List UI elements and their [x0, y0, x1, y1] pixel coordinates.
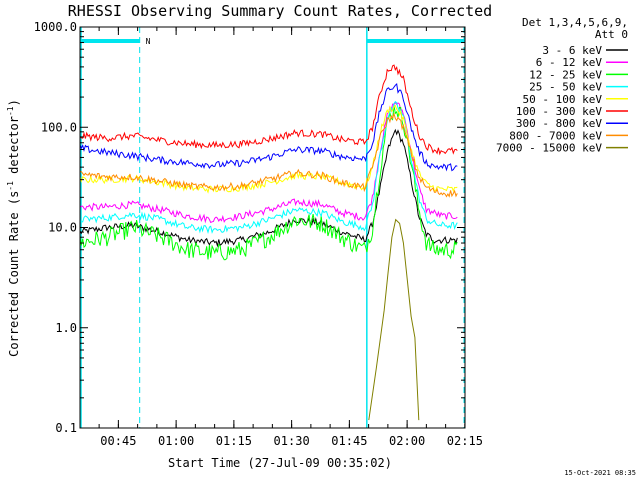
series-group	[79, 112, 458, 198]
series-line	[79, 112, 458, 198]
series-group	[368, 218, 420, 421]
y-tick-label: 1000.0	[34, 20, 77, 34]
legend-label: 6 - 12 keV	[536, 56, 603, 69]
legend-label: 3 - 6 keV	[542, 44, 602, 57]
series-group	[79, 82, 458, 172]
series-line	[79, 82, 458, 172]
y-axis-label-main: Corrected Count Rate (s	[7, 191, 21, 357]
x-axis-label: Start Time (27-Jul-09 00:35:02)	[168, 456, 392, 470]
x-tick-label: 01:45	[331, 434, 367, 448]
y-tick-label: 1.0	[55, 321, 77, 335]
series-group	[79, 100, 458, 234]
y-axis-label-sup2: -1	[6, 106, 15, 116]
series-group	[79, 104, 458, 194]
legend-header-line: Att 0	[595, 28, 628, 41]
generated-timestamp: 15-Oct-2021 08:35	[564, 469, 636, 477]
x-tick-label: 01:15	[216, 434, 252, 448]
series-line	[79, 104, 458, 194]
series-line	[79, 100, 458, 234]
y-axis-label-end: )	[7, 99, 21, 106]
y-axis-label-mid: detector	[7, 116, 21, 181]
legend-label: 50 - 100 keV	[523, 93, 603, 106]
chart-title: RHESSI Observing Summary Count Rates, Co…	[68, 2, 492, 20]
night-label: N	[146, 37, 151, 46]
y-tick-label: 100.0	[41, 120, 77, 134]
axis-layer: 0.1 1.0 10.0 100.0 1000.0 00:45 01:00 01:15 01:3…	[34, 20, 483, 448]
series-group	[79, 128, 458, 248]
legend-label: 25 - 50 keV	[529, 81, 602, 94]
legend-label: 7000 - 15000 keV	[496, 142, 602, 155]
x-tick-label: 02:00	[389, 434, 425, 448]
legend-label: 12 - 25 keV	[529, 68, 602, 81]
series-line	[368, 218, 420, 421]
x-tick-label: 01:30	[274, 434, 310, 448]
x-tick-label: 01:00	[158, 434, 194, 448]
y-tick-label: 0.1	[55, 421, 77, 435]
y-axis-label: Corrected Count Rate (s-1 detector-1)	[6, 99, 21, 357]
x-tick-label: 00:45	[100, 434, 136, 448]
series-group	[79, 64, 458, 156]
series-line	[79, 128, 458, 248]
y-tick-label: 10.0	[48, 221, 77, 235]
legend-label: 100 - 300 keV	[516, 105, 602, 118]
legend-header-line: Det 1,3,4,5,6,9,	[522, 16, 628, 29]
data-layer	[79, 64, 458, 421]
series-line	[79, 105, 458, 261]
series-group	[79, 105, 458, 261]
legend-label: 800 - 7000 keV	[509, 129, 602, 142]
series-line	[79, 64, 458, 156]
legend-label: 300 - 800 keV	[516, 117, 602, 130]
x-tick-label: 02:15	[447, 434, 483, 448]
y-axis-label-sup1: -1	[6, 181, 15, 191]
